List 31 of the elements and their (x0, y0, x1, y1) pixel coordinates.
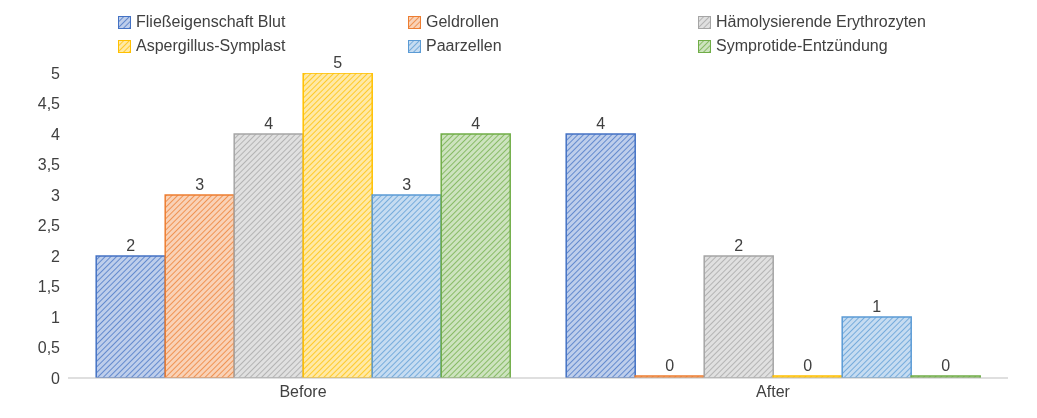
legend-label: Paarzellen (426, 37, 502, 55)
x-tick-label: Before (279, 383, 327, 401)
data-label: 2 (126, 237, 136, 254)
y-tick-label: 2 (51, 247, 61, 265)
y-tick-label: 0 (51, 369, 61, 387)
y-tick-label: 4,5 (37, 95, 61, 113)
y-tick-label: 3,5 (37, 156, 61, 174)
data-label: 4 (264, 115, 274, 132)
data-label: 3 (195, 176, 205, 193)
data-label: 3 (402, 176, 412, 193)
data-label: 2 (734, 237, 744, 254)
data-label: 0 (803, 357, 813, 374)
legend-label: Fließeigenschaft Blut (136, 13, 286, 31)
x-tick-label: After (756, 383, 791, 401)
legend-label: Aspergillus-Symplast (136, 37, 286, 55)
data-label: 0 (941, 357, 951, 374)
y-tick-label: 4 (51, 125, 61, 143)
data-label: 4 (596, 115, 606, 132)
y-tick-label: 3 (51, 186, 61, 204)
y-tick-label: 0,5 (37, 339, 61, 357)
data-label: 0 (665, 357, 675, 374)
legend-label: Hämolysierende Erythrozyten (716, 13, 926, 31)
data-label: 5 (333, 54, 343, 71)
legend-label: Symprotide-Entzündung (716, 37, 888, 55)
y-tick-label: 1 (51, 308, 61, 326)
data-label: 4 (471, 115, 481, 132)
legend-label: Geldrollen (426, 13, 499, 31)
y-tick-label: 1,5 (37, 278, 61, 296)
data-label: 1 (872, 298, 882, 315)
y-tick-label: 5 (51, 64, 61, 82)
y-tick-label: 2,5 (37, 217, 61, 235)
